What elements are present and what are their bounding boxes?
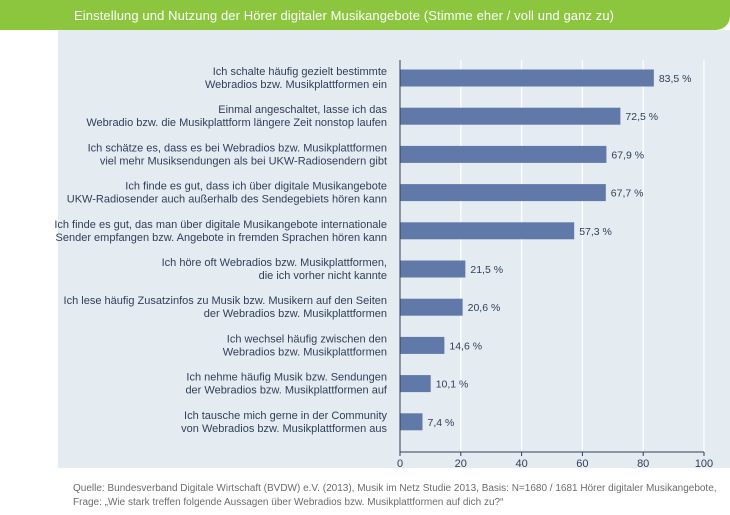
category-label: Webradio bzw. die Musikplattform längere… — [86, 117, 387, 129]
category-label: Einmal angeschaltet, lasse ich das — [218, 104, 387, 116]
value-label: 57,3 % — [579, 226, 612, 238]
category-label: Ich finde es gut, dass ich über digitale… — [125, 181, 387, 193]
chart-title: Einstellung und Nutzung der Hörer digita… — [74, 7, 615, 23]
category-label: Webradios bzw. Musikplattformen ein — [205, 79, 387, 91]
category-label: Ich lese häufig Zusatzinfos zu Musik bzw… — [64, 295, 387, 307]
category-label: Ich finde es gut, das man über digitale … — [54, 219, 387, 231]
category-label: Ich schätze es, dass es bei Webradios bz… — [88, 142, 387, 154]
category-label: Ich tausche mich gerne in der Community — [184, 410, 387, 422]
category-label: Ich höre oft Webradios bzw. Musikplattfo… — [162, 257, 387, 269]
plot-panel — [58, 30, 730, 468]
category-label: Ich schalte häufig gezielt bestimmte — [213, 66, 387, 78]
value-label: 83,5 % — [659, 73, 692, 85]
category-label: viel mehr Musiksendungen als bei UKW-Rad… — [100, 155, 387, 167]
category-label: Ich nehme häufig Musik bzw. Sendungen — [186, 372, 387, 384]
bar — [400, 145, 607, 163]
value-label: 14,6 % — [449, 340, 482, 352]
x-tick-label: 80 — [637, 458, 649, 470]
title-bar: Einstellung und Nutzung der Hörer digita… — [0, 0, 730, 30]
category-label: UKW-Radiosender auch außerhalb des Sende… — [67, 194, 387, 206]
value-label: 72,5 % — [625, 111, 658, 123]
category-label: der Webradios bzw. Musikplattformen — [204, 308, 387, 320]
category-label: Webradios bzw. Musikplattformen — [223, 346, 387, 358]
category-label: von Webradios bzw. Musikplattformen aus — [181, 423, 387, 435]
value-label: 21,5 % — [470, 264, 503, 276]
x-tick-label: 20 — [455, 458, 467, 470]
value-label: 10,1 % — [436, 379, 469, 391]
bar — [400, 69, 654, 87]
value-label: 67,7 % — [611, 188, 644, 200]
value-label: 20,6 % — [468, 302, 501, 314]
source-line-1: Quelle: Bundesverband Digitale Wirtschaf… — [73, 483, 717, 494]
bar — [400, 184, 606, 202]
bar — [400, 107, 621, 125]
bar — [400, 375, 431, 393]
x-tick-label: 0 — [397, 458, 403, 470]
bar — [400, 413, 423, 431]
value-label: 67,9 % — [611, 149, 644, 161]
bar — [400, 336, 445, 354]
source-line-2: Frage: „Wie stark treffen folgende Aussa… — [73, 497, 504, 508]
bar — [400, 298, 463, 316]
source-note: Quelle: Bundesverband Digitale Wirtschaf… — [73, 482, 723, 510]
category-label: der Webradios bzw. Musikplattformen auf — [185, 385, 387, 397]
x-tick-label: 40 — [515, 458, 527, 470]
category-label: die ich vorher nicht kannte — [259, 270, 387, 282]
category-label: Ich wechsel häufig zwischen den — [227, 333, 387, 345]
x-tick-label: 100 — [695, 458, 713, 470]
value-label: 7,4 % — [427, 417, 454, 429]
bar — [400, 222, 575, 240]
category-label: Sender empfangen bzw. Angebote in fremde… — [56, 232, 387, 244]
x-tick-label: 60 — [576, 458, 588, 470]
bar — [400, 260, 466, 278]
